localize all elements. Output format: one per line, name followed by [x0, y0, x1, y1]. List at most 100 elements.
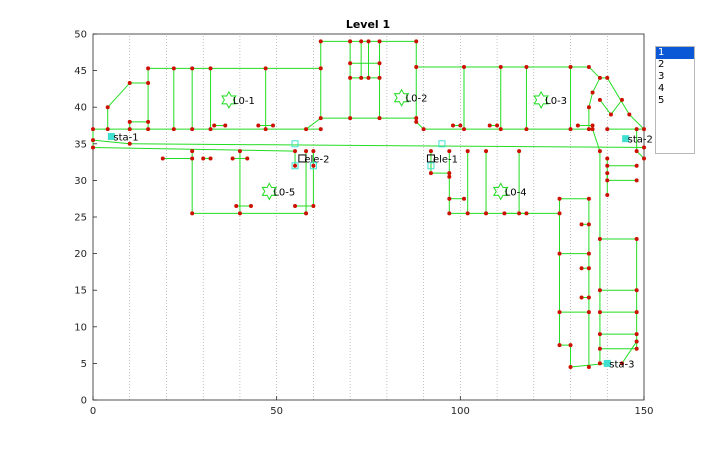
path-node: [557, 211, 562, 216]
path-node: [642, 127, 646, 132]
path-node: [447, 196, 452, 201]
path-node: [450, 123, 455, 128]
path-node: [586, 295, 591, 300]
path-node: [293, 149, 298, 154]
elevator-label: ele-2: [304, 154, 329, 165]
station-markers: sta-1 sta-2 sta-3: [107, 132, 653, 370]
path-node: [586, 310, 591, 315]
path-node: [605, 127, 610, 132]
path-node: [311, 204, 316, 209]
path-node: [377, 61, 382, 66]
room-label: L0-5: [273, 187, 295, 198]
wall-segment: [107, 82, 131, 108]
path-node: [524, 64, 529, 69]
path-node: [484, 211, 489, 216]
path-node: [318, 127, 323, 132]
path-node: [447, 171, 452, 176]
station-icon: [603, 359, 611, 367]
path-node: [605, 178, 610, 183]
wall-segment: [588, 92, 594, 108]
path-node: [568, 343, 573, 348]
room-markers: L0-1 L0-2 L0-3 L0-4 L0-5: [221, 88, 567, 201]
path-node: [634, 163, 639, 168]
level-option-5[interactable]: 5: [658, 95, 665, 106]
path-node: [634, 339, 639, 344]
path-node: [462, 196, 467, 201]
station-icon: [622, 135, 630, 143]
path-node: [146, 66, 151, 71]
path-node: [597, 346, 602, 351]
path-node: [105, 105, 110, 110]
path-node: [495, 123, 500, 128]
corridor-walls: [92, 40, 645, 368]
path-node: [568, 365, 573, 370]
wall-segment: [305, 117, 322, 130]
level-option-4[interactable]: 4: [658, 83, 665, 94]
path-node: [348, 116, 353, 121]
path-node: [263, 66, 268, 71]
path-node: [348, 39, 353, 44]
path-node: [201, 156, 206, 161]
path-node: [634, 310, 639, 315]
station-label: sta-3: [609, 359, 634, 370]
wall-segment: [588, 66, 601, 79]
path-node: [487, 123, 492, 128]
x-tick-label: 100: [451, 406, 470, 417]
path-node: [605, 193, 610, 198]
path-node: [590, 127, 595, 132]
path-node: [366, 39, 371, 44]
wall-segment: [592, 129, 601, 152]
path-node: [575, 123, 580, 128]
path-node: [586, 105, 591, 110]
path-node: [586, 196, 591, 201]
path-node: [447, 149, 452, 154]
path-node: [634, 236, 639, 241]
path-node: [237, 149, 242, 154]
path-node: [608, 112, 613, 117]
x-tick-label: 150: [634, 406, 653, 417]
door-icon: [427, 162, 435, 170]
path-node: [634, 178, 639, 183]
wall-segment: [628, 114, 645, 130]
path-node: [377, 75, 382, 80]
path-node: [597, 149, 602, 154]
path-node: [462, 127, 467, 132]
path-node: [447, 174, 452, 179]
path-node: [304, 149, 309, 154]
path-node: [605, 156, 610, 161]
path-node: [127, 141, 132, 146]
path-node: [568, 127, 573, 132]
path-node: [557, 343, 562, 348]
path-node: [498, 64, 503, 69]
path-node: [414, 64, 419, 69]
y-tick-label: 35: [74, 139, 87, 150]
room-star-icon: [261, 182, 278, 201]
path-node: [517, 211, 522, 216]
path-node: [597, 75, 602, 80]
path-node: [270, 123, 275, 128]
room-label: L0-4: [505, 187, 527, 198]
path-node: [634, 288, 639, 293]
path-node: [568, 64, 573, 69]
y-tick-label: 20: [74, 249, 87, 260]
path-node: [465, 149, 470, 154]
path-node: [377, 39, 382, 44]
path-node: [586, 266, 591, 271]
room-star-icon: [533, 90, 550, 109]
room-label: L0-3: [545, 96, 567, 107]
wall-segment: [621, 341, 638, 364]
path-node: [634, 346, 639, 351]
elevator-markers: ele-1 ele-2: [291, 140, 458, 170]
path-node: [208, 156, 213, 161]
path-node: [428, 171, 433, 176]
path-node: [212, 123, 217, 128]
path-node: [517, 149, 522, 154]
path-node: [524, 127, 529, 132]
level-option-2[interactable]: 2: [658, 59, 665, 70]
path-node: [127, 127, 132, 132]
path-node: [256, 123, 261, 128]
level-selector-listbox[interactable]: 1 2 3 4 5: [655, 46, 695, 154]
level-option-3[interactable]: 3: [658, 71, 665, 82]
level-option-1[interactable]: 1: [656, 47, 694, 59]
path-node: [311, 163, 316, 168]
